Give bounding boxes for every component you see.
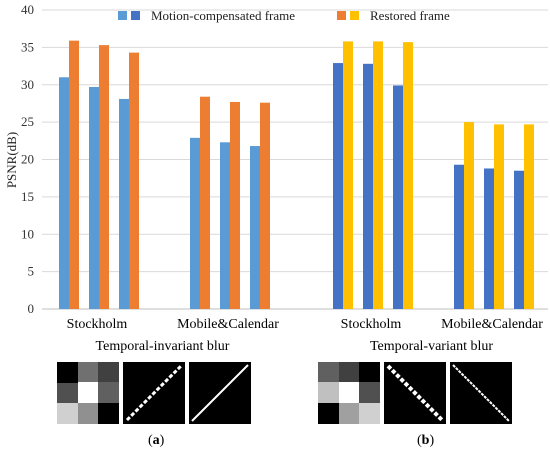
blur-kernel-image <box>318 362 380 424</box>
bar-restored <box>230 101 240 309</box>
y-tick-label: 0 <box>28 301 35 316</box>
bar-motion-compensated <box>514 170 524 309</box>
legend-label: Restored frame <box>370 8 450 23</box>
legend-swatch <box>350 11 359 20</box>
bar-restored <box>129 52 139 310</box>
blur-kernel-image <box>57 362 119 424</box>
y-tick-label: 10 <box>21 226 34 241</box>
x-axis-labels: Stockholm Mobile&Calendar Temporal-invaria… <box>67 317 544 354</box>
panel-letter: a <box>152 433 160 448</box>
legend: Motion-compensated frame Restored frame <box>118 8 450 23</box>
blur-kernel-image <box>189 362 251 424</box>
bar-motion-compensated <box>119 98 129 309</box>
bar-restored <box>260 102 270 309</box>
bar-motion-compensated <box>250 146 260 309</box>
group-label: Temporal-variant blur <box>370 339 493 354</box>
blur-kernel-image <box>123 362 185 424</box>
legend-swatch <box>337 11 346 20</box>
category-label: Stockholm <box>341 317 402 332</box>
psnr-bar-chart: 0 5 10 15 20 25 30 35 40 PSNR(dB) Stockholm Mobil… <box>4 2 548 354</box>
bar-motion-compensated <box>89 86 99 310</box>
bar-motion-compensated <box>363 63 373 309</box>
y-axis: 0 5 10 15 20 25 30 35 40 <box>21 2 34 316</box>
y-tick-label: 5 <box>28 264 35 279</box>
bars <box>59 40 534 310</box>
kernel-row-b <box>318 362 512 424</box>
bar-motion-compensated <box>484 168 494 309</box>
panel-label-b: (b) <box>417 433 435 448</box>
bar-motion-compensated <box>190 137 200 309</box>
bar-restored <box>373 41 383 310</box>
bar-motion-compensated <box>220 142 230 309</box>
category-label: Mobile&Calendar <box>441 317 543 332</box>
panel-letter: b <box>421 433 430 448</box>
bar-motion-compensated <box>393 85 403 309</box>
y-tick-label: 30 <box>21 77 34 92</box>
bar-restored <box>464 122 474 309</box>
group-label: Temporal-invariant blur <box>96 339 230 354</box>
legend-label: Motion-compensated frame <box>151 8 295 23</box>
category-label: Stockholm <box>67 317 128 332</box>
bar-restored <box>524 124 534 310</box>
blur-kernel-image <box>450 362 512 424</box>
bar-restored <box>343 41 353 310</box>
bar-motion-compensated <box>454 164 464 309</box>
kernel-row-a <box>57 362 251 424</box>
legend-swatch <box>131 11 140 20</box>
category-label: Mobile&Calendar <box>177 317 279 332</box>
legend-swatch <box>118 11 127 20</box>
bar-motion-compensated <box>59 77 69 310</box>
y-tick-label: 15 <box>21 189 34 204</box>
panel-label-a: (a) <box>148 433 165 448</box>
bar-restored <box>69 40 79 310</box>
blur-kernel-image <box>384 362 446 424</box>
y-tick-label: 40 <box>21 2 34 17</box>
y-tick-label: 20 <box>21 152 34 167</box>
bar-restored <box>200 96 210 310</box>
bar-restored <box>99 45 109 309</box>
bar-restored <box>494 124 504 310</box>
y-tick-label: 25 <box>21 114 34 129</box>
bar-restored <box>403 42 413 310</box>
bar-motion-compensated <box>333 63 343 310</box>
y-axis-label: PSNR(dB) <box>4 132 19 188</box>
y-tick-label: 35 <box>21 39 34 54</box>
